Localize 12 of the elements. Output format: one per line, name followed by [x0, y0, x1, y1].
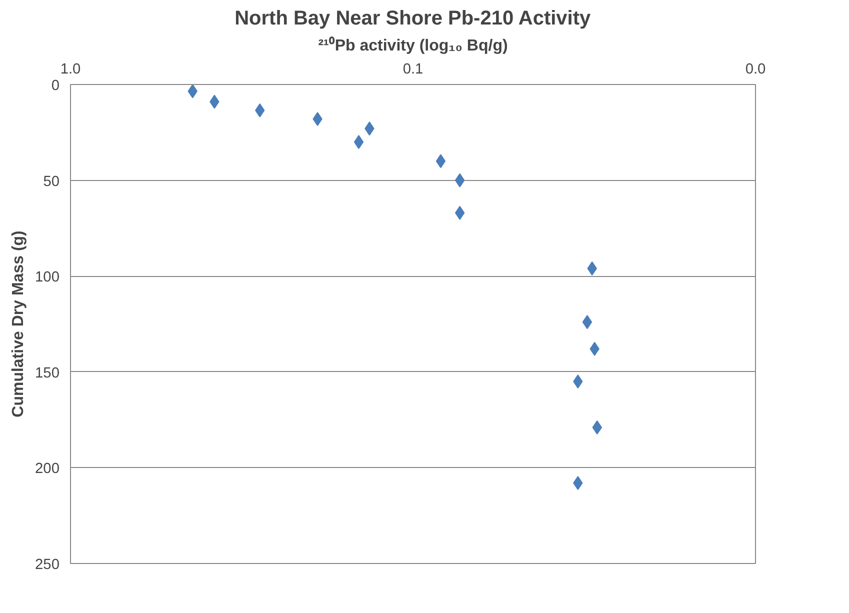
y-tick-label: 200: [35, 461, 60, 478]
y-tick-label: 100: [35, 270, 60, 286]
x-tick-label: 0.0: [745, 62, 766, 78]
x-tick-label: 0.1: [402, 62, 424, 78]
x-tick-label: 1.0: [60, 62, 81, 78]
y-tick-label: 50: [43, 174, 60, 190]
chart-title: North Bay Near Shore Pb-210 Activity: [234, 8, 592, 30]
y-tick-label: 0: [51, 78, 60, 94]
y-tick-label: 150: [35, 365, 60, 382]
y-axis-title: Cumulative Dry Mass (g): [10, 230, 28, 418]
x-axis-title: ²¹⁰Pb activity (log₁₀ Bq/g): [318, 36, 508, 54]
y-tick-label: 250: [35, 557, 60, 573]
